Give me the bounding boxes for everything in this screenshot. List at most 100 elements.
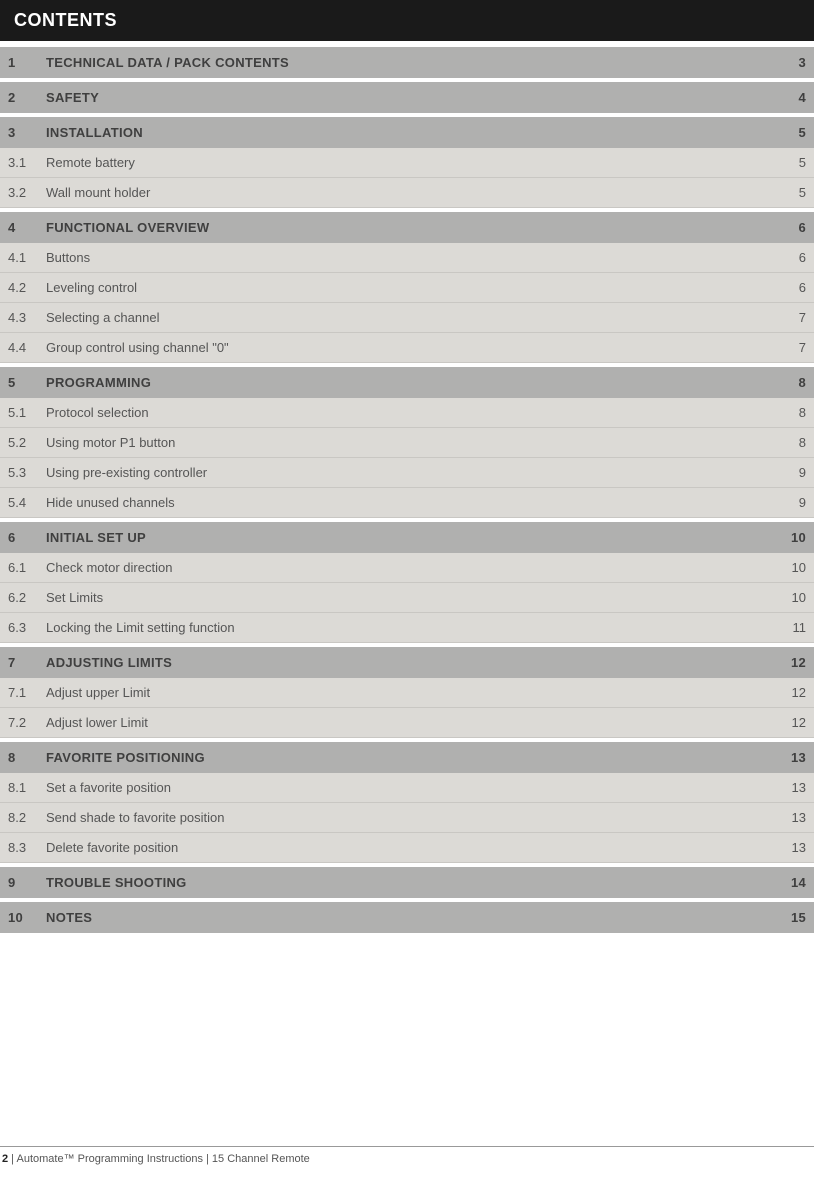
sub-number: 8.3 bbox=[8, 840, 46, 855]
section-title: INSTALLATION bbox=[46, 125, 776, 140]
section-number: 2 bbox=[8, 90, 46, 105]
toc-sub-row[interactable]: 6.2Set Limits10 bbox=[0, 583, 814, 613]
toc-section-row[interactable]: 4FUNCTIONAL OVERVIEW6 bbox=[0, 212, 814, 243]
section-number: 9 bbox=[8, 875, 46, 890]
toc-sub-row[interactable]: 3.2Wall mount holder5 bbox=[0, 178, 814, 208]
toc-sub-row[interactable]: 6.1Check motor direction10 bbox=[0, 553, 814, 583]
toc-section-row[interactable]: 3INSTALLATION5 bbox=[0, 117, 814, 148]
sub-title: Delete favorite position bbox=[46, 840, 776, 855]
sub-page: 13 bbox=[776, 810, 806, 825]
page-footer: 2 | Automate™ Programming Instructions |… bbox=[0, 1146, 814, 1165]
sub-number: 8.1 bbox=[8, 780, 46, 795]
page-header: CONTENTS bbox=[0, 0, 814, 41]
sub-number: 5.2 bbox=[8, 435, 46, 450]
section-title: NOTES bbox=[46, 910, 776, 925]
toc-section-row[interactable]: 6INITIAL SET UP10 bbox=[0, 522, 814, 553]
sub-title: Leveling control bbox=[46, 280, 776, 295]
toc-sub-row[interactable]: 7.2Adjust lower Limit12 bbox=[0, 708, 814, 738]
toc-section-row[interactable]: 8FAVORITE POSITIONING13 bbox=[0, 742, 814, 773]
sub-page: 5 bbox=[776, 185, 806, 200]
section-title: FUNCTIONAL OVERVIEW bbox=[46, 220, 776, 235]
section-page: 6 bbox=[776, 220, 806, 235]
sub-title: Send shade to favorite position bbox=[46, 810, 776, 825]
sub-number: 7.2 bbox=[8, 715, 46, 730]
section-title: INITIAL SET UP bbox=[46, 530, 776, 545]
sub-page: 9 bbox=[776, 495, 806, 510]
sub-page: 13 bbox=[776, 780, 806, 795]
sub-page: 6 bbox=[776, 280, 806, 295]
footer-text: Automate™ Programming Instructions | 15 … bbox=[17, 1153, 310, 1165]
sub-page: 7 bbox=[776, 340, 806, 355]
sub-number: 4.1 bbox=[8, 250, 46, 265]
sub-title: Group control using channel "0" bbox=[46, 340, 776, 355]
toc-section-row[interactable]: 10NOTES15 bbox=[0, 902, 814, 933]
toc-sub-row[interactable]: 6.3Locking the Limit setting function11 bbox=[0, 613, 814, 643]
sub-title: Buttons bbox=[46, 250, 776, 265]
sub-page: 10 bbox=[776, 590, 806, 605]
section-number: 1 bbox=[8, 55, 46, 70]
sub-page: 8 bbox=[776, 435, 806, 450]
toc-sub-row[interactable]: 4.2Leveling control6 bbox=[0, 273, 814, 303]
sub-title: Using pre-existing controller bbox=[46, 465, 776, 480]
toc-sub-row[interactable]: 4.3Selecting a channel7 bbox=[0, 303, 814, 333]
section-number: 6 bbox=[8, 530, 46, 545]
toc-sub-row[interactable]: 7.1Adjust upper Limit12 bbox=[0, 678, 814, 708]
toc-sub-row[interactable]: 8.2Send shade to favorite position13 bbox=[0, 803, 814, 833]
toc-sub-row[interactable]: 4.1Buttons6 bbox=[0, 243, 814, 273]
sub-page: 10 bbox=[776, 560, 806, 575]
sub-number: 3.1 bbox=[8, 155, 46, 170]
toc-content: 1TECHNICAL DATA / PACK CONTENTS32SAFETY4… bbox=[0, 47, 814, 933]
section-number: 5 bbox=[8, 375, 46, 390]
section-page: 13 bbox=[776, 750, 806, 765]
sub-title: Hide unused channels bbox=[46, 495, 776, 510]
toc-sub-row[interactable]: 5.2Using motor P1 button8 bbox=[0, 428, 814, 458]
section-title: TECHNICAL DATA / PACK CONTENTS bbox=[46, 55, 776, 70]
sub-title: Check motor direction bbox=[46, 560, 776, 575]
sub-number: 3.2 bbox=[8, 185, 46, 200]
section-page: 8 bbox=[776, 375, 806, 390]
section-title: FAVORITE POSITIONING bbox=[46, 750, 776, 765]
sub-page: 11 bbox=[776, 620, 806, 635]
sub-page: 5 bbox=[776, 155, 806, 170]
toc-section-row[interactable]: 5PROGRAMMING8 bbox=[0, 367, 814, 398]
sub-title: Remote battery bbox=[46, 155, 776, 170]
toc-sub-row[interactable]: 3.1Remote battery5 bbox=[0, 148, 814, 178]
section-title: TROUBLE SHOOTING bbox=[46, 875, 776, 890]
section-number: 10 bbox=[8, 910, 46, 925]
section-number: 7 bbox=[8, 655, 46, 670]
section-number: 4 bbox=[8, 220, 46, 235]
sub-page: 12 bbox=[776, 715, 806, 730]
sub-page: 8 bbox=[776, 405, 806, 420]
sub-page: 12 bbox=[776, 685, 806, 700]
toc-sub-row[interactable]: 5.1Protocol selection8 bbox=[0, 398, 814, 428]
section-number: 3 bbox=[8, 125, 46, 140]
toc-section-row[interactable]: 1TECHNICAL DATA / PACK CONTENTS3 bbox=[0, 47, 814, 78]
sub-title: Set Limits bbox=[46, 590, 776, 605]
toc-section-row[interactable]: 2SAFETY4 bbox=[0, 82, 814, 113]
section-page: 5 bbox=[776, 125, 806, 140]
sub-number: 4.3 bbox=[8, 310, 46, 325]
sub-number: 5.1 bbox=[8, 405, 46, 420]
header-title: CONTENTS bbox=[14, 10, 117, 30]
sub-number: 6.1 bbox=[8, 560, 46, 575]
toc-section-row[interactable]: 7ADJUSTING LIMITS12 bbox=[0, 647, 814, 678]
toc-sub-row[interactable]: 8.1Set a favorite position13 bbox=[0, 773, 814, 803]
sub-number: 6.3 bbox=[8, 620, 46, 635]
toc-section-row[interactable]: 9TROUBLE SHOOTING14 bbox=[0, 867, 814, 898]
section-title: SAFETY bbox=[46, 90, 776, 105]
sub-number: 4.2 bbox=[8, 280, 46, 295]
section-page: 15 bbox=[776, 910, 806, 925]
toc-sub-row[interactable]: 8.3Delete favorite position13 bbox=[0, 833, 814, 863]
sub-title: Set a favorite position bbox=[46, 780, 776, 795]
toc-sub-row[interactable]: 5.4Hide unused channels9 bbox=[0, 488, 814, 518]
section-page: 4 bbox=[776, 90, 806, 105]
sub-number: 5.3 bbox=[8, 465, 46, 480]
sub-page: 9 bbox=[776, 465, 806, 480]
toc-sub-row[interactable]: 4.4Group control using channel "0"7 bbox=[0, 333, 814, 363]
sub-page: 7 bbox=[776, 310, 806, 325]
sub-number: 7.1 bbox=[8, 685, 46, 700]
footer-separator: | bbox=[8, 1153, 16, 1165]
toc-sub-row[interactable]: 5.3Using pre-existing controller9 bbox=[0, 458, 814, 488]
sub-title: Using motor P1 button bbox=[46, 435, 776, 450]
sub-number: 6.2 bbox=[8, 590, 46, 605]
